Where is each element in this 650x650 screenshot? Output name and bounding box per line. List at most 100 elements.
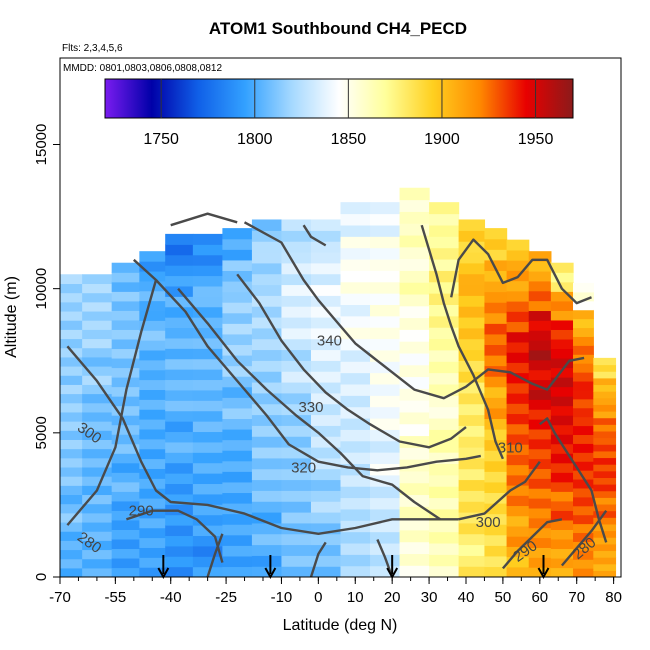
heatmap-cell [251, 381, 283, 394]
heatmap-cell [399, 234, 430, 248]
heatmap-cell [82, 421, 113, 431]
heatmap-cell [111, 338, 140, 350]
heatmap-cell [222, 249, 253, 261]
heatmap-cell [458, 566, 486, 577]
heatmap-cell [399, 447, 430, 460]
heatmap-cell [310, 381, 342, 394]
contour-line [206, 533, 224, 577]
heatmap-cell [310, 479, 342, 491]
heatmap-cell [550, 529, 574, 540]
heatmap-cell [484, 513, 508, 525]
heatmap-cell [222, 238, 253, 250]
heatmap-cell [550, 472, 574, 483]
heatmap-cell [550, 329, 574, 340]
heatmap-cell [458, 522, 486, 535]
heatmap-cell [222, 312, 253, 324]
heatmap-cell [458, 479, 486, 491]
heatmap-cell [310, 425, 342, 437]
heatmap-cell [429, 520, 460, 533]
heatmap-cell [82, 365, 113, 376]
heatmap-cell [528, 507, 552, 519]
heatmap-cell [310, 360, 342, 372]
heatmap-cell [60, 540, 83, 551]
heatmap-cell [506, 566, 530, 577]
heatmap-cell [458, 533, 486, 546]
heatmap-cell [60, 421, 83, 431]
heatmap-cell [82, 329, 113, 340]
heatmap-cell [528, 320, 552, 331]
heatmap-cell [340, 304, 371, 317]
contour-line [66, 345, 459, 535]
heatmap-cell [165, 535, 194, 547]
heatmap-cell [429, 338, 460, 351]
heatmap-cell [111, 281, 140, 292]
x-tick-label: 30 [421, 589, 438, 606]
heatmap-cell [192, 483, 223, 495]
heatmap-cell [484, 386, 508, 398]
heatmap-cell [528, 557, 552, 568]
colorbar-ticks: 1750 1800 1850 1900 1950 [143, 79, 553, 148]
heatmap-cell [251, 371, 283, 383]
heatmap-cell [82, 476, 113, 486]
heatmap-cell [60, 347, 83, 358]
heatmap-cell [251, 533, 283, 546]
heatmap-cell [340, 281, 371, 294]
heatmap-cell [528, 527, 552, 539]
heatmap-cell [370, 395, 401, 408]
heatmap-cell [251, 490, 283, 502]
heatmap-cell [139, 399, 166, 410]
heatmap-cell [192, 389, 223, 401]
heatmap-cell [82, 503, 113, 514]
heatmap-cell [192, 441, 223, 453]
heatmap-cell [573, 291, 594, 302]
heatmap-cell [484, 259, 508, 272]
heatmap-cell [484, 471, 508, 483]
heatmap-cell [484, 407, 508, 420]
heatmap-cell [111, 491, 140, 502]
heatmap-cell [82, 439, 113, 450]
heatmap-cell [222, 397, 253, 409]
heatmap-cell [399, 211, 430, 224]
heatmap-cell [340, 236, 371, 249]
heatmap-cell [399, 529, 430, 543]
heatmap-cell [192, 244, 223, 256]
heatmap-cell [429, 554, 460, 567]
heatmap-cell [310, 414, 342, 426]
heatmap-cell [139, 448, 166, 460]
heatmap-cell [573, 550, 594, 560]
heatmap-cell [528, 280, 552, 292]
heatmap-cell [310, 262, 342, 275]
heatmap-cell [593, 410, 617, 419]
heatmap-cell [573, 568, 594, 577]
heatmap-cell [139, 428, 166, 440]
heatmap-cell [222, 333, 253, 346]
heatmap-cell [340, 395, 371, 408]
heatmap-cell [281, 501, 312, 513]
heatmap-cell [82, 338, 113, 349]
heatmap-cell [310, 349, 342, 361]
heatmap-cell [429, 417, 460, 430]
heatmap-cell [528, 468, 552, 479]
heatmap-cell [139, 458, 166, 469]
heatmap-cell [222, 428, 253, 441]
x-axis-label: Latitude (deg N) [283, 617, 398, 634]
heatmap-cell [82, 411, 113, 422]
heatmap-cell [593, 364, 617, 372]
heatmap-cell [429, 406, 460, 419]
heatmap-cell [429, 293, 460, 305]
heatmap-cell [60, 503, 83, 514]
heatmap-cell [111, 377, 140, 388]
heatmap-cell [528, 399, 552, 410]
plot-frame [59, 57, 622, 578]
heatmap-cell [222, 460, 253, 472]
heatmap-cell [192, 254, 223, 266]
heatmap-cell [429, 429, 460, 442]
heatmap-cell [310, 371, 342, 383]
heatmap-cell [111, 424, 140, 435]
heatmap-cell [60, 384, 83, 395]
heatmap-cell [222, 481, 253, 494]
heatmap-cell [458, 511, 486, 524]
heatmap-cell [192, 233, 223, 245]
chart-title: ATOM1 Southbound CH4_PECD [209, 19, 467, 38]
heatmap-cell [111, 557, 140, 569]
